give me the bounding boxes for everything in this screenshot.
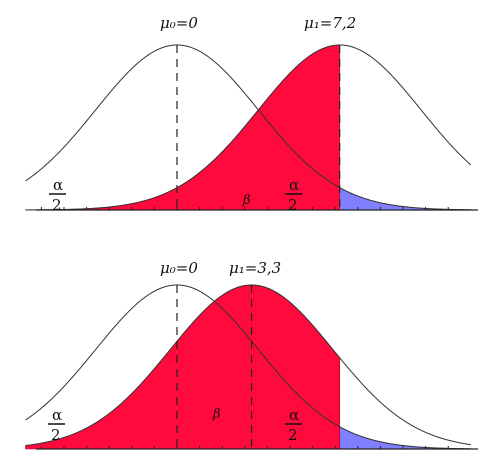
- alpha-denominator: 2: [52, 196, 62, 214]
- alternative-distribution-curve: [25, 284, 471, 447]
- alpha-denominator: 2: [288, 426, 298, 444]
- mu1-label: μ₁=7,2: [304, 14, 356, 32]
- alpha-half-right: α 2: [285, 406, 302, 444]
- mu0-label: μ₀=0: [160, 14, 198, 32]
- panel-bottom: μ₀=0 μ₁=3,3 β α 2 α 2: [25, 259, 478, 450]
- alpha-half-left: α 2: [48, 406, 65, 444]
- alpha-numerator: α: [53, 176, 63, 194]
- axis-ticks: [40, 207, 449, 210]
- alpha-numerator: α: [289, 176, 299, 194]
- alpha-half-right: α 2: [285, 176, 302, 214]
- beta-label: β: [212, 407, 221, 422]
- beta-label: β: [242, 193, 251, 208]
- axis-ticks: [40, 446, 449, 449]
- alpha-denominator: 2: [51, 426, 61, 444]
- alpha-numerator: α: [289, 406, 299, 424]
- mu0-label: μ₀=0: [160, 259, 198, 277]
- alpha-denominator: 2: [288, 196, 298, 214]
- panel-top: μ₀=0 μ₁=7,2 β α 2 α 2: [26, 14, 478, 214]
- mu1-label: μ₁=3,3: [229, 259, 281, 277]
- null-distribution-curve: [25, 44, 471, 211]
- alternative-distribution-curve: [25, 44, 472, 211]
- alpha-half-left: α 2: [49, 176, 66, 214]
- alpha-numerator: α: [52, 406, 62, 424]
- null-distribution-curve: [25, 284, 471, 450]
